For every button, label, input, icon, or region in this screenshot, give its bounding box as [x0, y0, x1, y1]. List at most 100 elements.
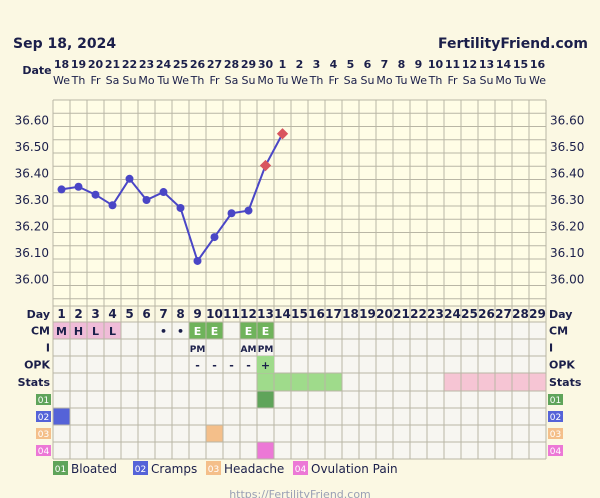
cycle-day-label: 27 — [495, 307, 512, 321]
cycle-day-label: 2 — [74, 307, 82, 321]
opk-value: - — [212, 359, 217, 372]
weekday-label: Fr — [328, 74, 339, 87]
legend-swatch — [53, 461, 68, 475]
stats-cell — [325, 373, 342, 391]
weekday-label: Tu — [275, 74, 288, 87]
weekday-label: Mo — [495, 74, 511, 87]
legend-label-01: Bloated — [71, 462, 117, 476]
cycle-day-label: 8 — [176, 307, 184, 321]
date-label: 22 — [122, 58, 137, 71]
table-row — [53, 306, 546, 322]
date-label: 2 — [296, 58, 304, 71]
date-label: 25 — [173, 58, 188, 71]
chart-date: Sep 18, 2024 — [13, 36, 117, 52]
cm-value: E — [262, 325, 270, 338]
temperature-point — [74, 182, 83, 191]
y-tick-label-left: 36.10 — [15, 246, 49, 260]
intercourse-value: PM — [258, 345, 274, 355]
weekday-label: Sa — [344, 74, 358, 87]
stats-cell — [308, 373, 325, 391]
cycle-day-label: 6 — [142, 307, 150, 321]
legend-swatch — [133, 461, 148, 475]
opk-value: - — [246, 359, 251, 372]
cycle-day-label: 21 — [393, 307, 410, 321]
cm-value: L — [92, 325, 99, 338]
opk-value: - — [229, 359, 234, 372]
y-tick-label-right: 36.40 — [550, 167, 584, 181]
cycle-day-label: 24 — [444, 307, 461, 321]
date-label: 23 — [139, 58, 154, 71]
y-tick-label-left: 36.50 — [15, 140, 49, 154]
cycle-day-label: 11 — [223, 307, 240, 321]
date-label: 10 — [428, 58, 444, 71]
date-label: 18 — [54, 58, 69, 71]
date-label: 9 — [415, 58, 423, 71]
table-row — [53, 425, 546, 442]
stats-cell — [257, 373, 274, 391]
weekday-label: Fr — [90, 74, 101, 87]
intercourse-value: PM — [190, 345, 206, 355]
date-label: 5 — [347, 58, 355, 71]
legend-code: 04 — [295, 465, 307, 475]
cycle-day-label: 14 — [274, 307, 291, 321]
y-tick-label-left: 36.00 — [15, 273, 49, 287]
cycle-day-label: 1 — [57, 307, 65, 321]
weekday-label: We — [53, 74, 70, 87]
symptom-code-left: 04 — [38, 447, 50, 457]
symptom-code-left-box — [36, 445, 51, 456]
row-label-right: OPK — [549, 359, 575, 372]
y-tick-label-right: 36.50 — [550, 140, 584, 154]
weekday-label: Sa — [106, 74, 120, 87]
cycle-day-label: 20 — [376, 307, 393, 321]
projected-temperature-point — [259, 159, 272, 172]
date-label: 27 — [207, 58, 222, 71]
temperature-point — [227, 209, 236, 218]
date-label: 30 — [258, 58, 274, 71]
date-label: 20 — [88, 58, 104, 71]
table-row — [53, 408, 546, 425]
cycle-day-label: 4 — [108, 307, 116, 321]
cycle-day-label: 25 — [461, 307, 478, 321]
weekday-label: Su — [123, 74, 137, 87]
symptom-code-right-box — [548, 428, 563, 439]
temperature-point — [108, 201, 117, 210]
temperature-point — [176, 203, 185, 212]
cm-cell — [189, 322, 206, 339]
weekday-label: Tu — [513, 74, 526, 87]
cm-value: L — [109, 325, 116, 338]
y-tick-label-right: 36.60 — [550, 114, 584, 128]
date-label: 4 — [330, 58, 338, 71]
y-tick-label-left: 36.40 — [15, 167, 49, 181]
stats-cell — [512, 373, 529, 391]
symptom-code-left-box — [36, 411, 51, 422]
symptom-code-right: 03 — [550, 430, 561, 440]
weekday-label: Su — [480, 74, 494, 87]
symptom-code-left: 01 — [38, 396, 49, 406]
stats-cell — [529, 373, 546, 391]
date-label: 7 — [381, 58, 389, 71]
row-label-left: I — [46, 342, 50, 355]
stats-cell — [495, 373, 512, 391]
temperature-point — [159, 188, 168, 197]
cycle-day-label: 12 — [240, 307, 257, 321]
weekday-label: Mo — [257, 74, 273, 87]
table-row — [53, 339, 546, 356]
legend-code: 02 — [135, 465, 146, 475]
projected-temperature-point — [276, 128, 289, 140]
legend-swatch — [206, 461, 221, 475]
symptom-code-left: 03 — [38, 430, 49, 440]
date-label: 12 — [462, 58, 477, 71]
symptom-code-right-box — [548, 394, 563, 405]
cm-cell — [53, 322, 70, 339]
row-label-left: CM — [31, 325, 50, 338]
cm-cell — [104, 322, 121, 339]
symptom-code-right-box — [548, 411, 563, 422]
opk-value: - — [195, 359, 200, 372]
plot-area — [53, 100, 546, 306]
legend-code: 01 — [55, 465, 66, 475]
site-name[interactable]: FertilityFriend.com — [438, 36, 588, 52]
date-label: 11 — [445, 58, 460, 71]
cm-value: E — [245, 325, 253, 338]
cycle-day-label: 23 — [427, 307, 444, 321]
weekday-label: Mo — [138, 74, 154, 87]
